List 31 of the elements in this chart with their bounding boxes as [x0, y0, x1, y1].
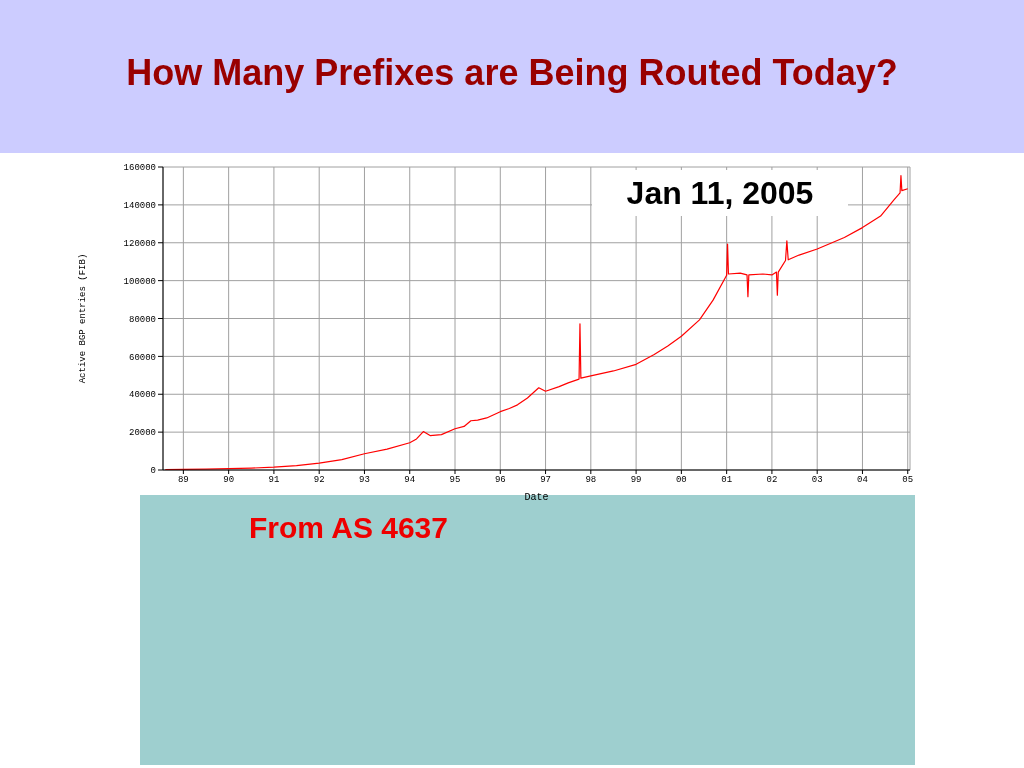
x-tick-label: 02 [766, 475, 778, 486]
x-tick-label: 93 [359, 475, 370, 486]
y-tick-label: 40000 [128, 390, 156, 401]
y-tick-label: 100000 [123, 276, 156, 287]
y-tick-label: 60000 [128, 352, 156, 363]
x-tick-label: 00 [675, 475, 687, 486]
y-tick-label: 20000 [128, 428, 156, 439]
x-tick-label: 95 [449, 475, 461, 486]
x-tick-label: 04 [857, 475, 868, 486]
annotation: Jan 11, 2005 [592, 170, 848, 216]
x-tick-label: 89 [177, 475, 189, 486]
x-tick-label: 92 [313, 475, 325, 486]
x-tick-label: 98 [585, 475, 597, 486]
x-axis-title: Date [524, 492, 549, 503]
y-axis-title: Active BGP entries (FIB) [78, 253, 89, 384]
x-tick-label: 99 [630, 475, 642, 486]
x-tick-label: 91 [268, 475, 280, 486]
y-tick-label: 80000 [128, 314, 156, 325]
y-tick-label: 140000 [123, 201, 156, 212]
y-tick-label: 120000 [123, 238, 156, 249]
x-tick-label: 90 [223, 475, 235, 486]
y-tick-label: 160000 [123, 163, 156, 174]
x-tick-label: 96 [494, 475, 506, 486]
x-tick-label: 01 [721, 475, 733, 486]
x-tick-label: 94 [404, 475, 416, 486]
x-tick-label: 97 [540, 475, 551, 486]
text: From AS 4637 [249, 510, 448, 546]
x-tick-label: 05 [902, 475, 914, 486]
chart-title: How Many Prefixes are Being Routed Today? [126, 51, 898, 94]
x-tick-label: 03 [811, 475, 823, 486]
y-tick-label: 0 [150, 466, 156, 477]
